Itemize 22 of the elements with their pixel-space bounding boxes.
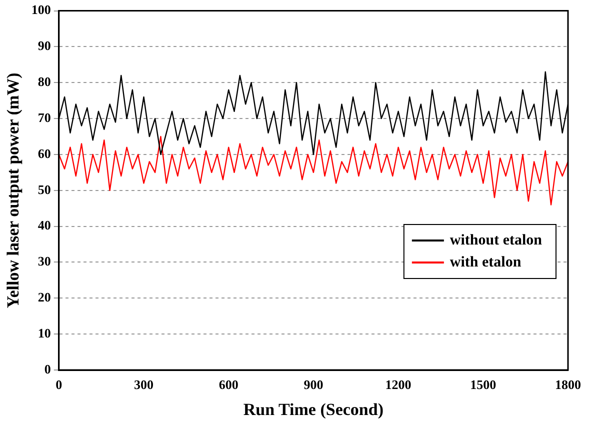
legend-label: with etalon: [450, 254, 522, 270]
y-tick-label: 40: [38, 218, 51, 233]
x-tick-label: 1200: [385, 377, 412, 392]
y-axis-title: Yellow laser output power (mW): [4, 72, 23, 308]
y-tick-label: 100: [31, 2, 51, 18]
y-tick-label: 70: [38, 110, 51, 125]
legend-label: without etalon: [450, 232, 543, 248]
y-tick-label: 20: [38, 290, 51, 305]
y-tick-label: 80: [38, 74, 51, 89]
y-tick-label: 30: [38, 254, 51, 269]
x-tick-label: 0: [56, 377, 62, 392]
x-tick-label: 1500: [470, 377, 496, 392]
y-tick-label: 90: [38, 38, 51, 54]
x-tick-label: 600: [218, 377, 238, 392]
x-axis-title: Run Time (Second): [243, 400, 384, 420]
x-tick-label: 1800: [555, 377, 581, 392]
y-tick-label: 50: [38, 182, 51, 197]
x-tick-label: 900: [304, 377, 324, 392]
x-tick-label: 300: [134, 377, 154, 392]
y-tick-label: 0: [44, 361, 51, 376]
y-tick-label: 10: [38, 325, 51, 340]
y-tick-label: 60: [38, 146, 51, 161]
